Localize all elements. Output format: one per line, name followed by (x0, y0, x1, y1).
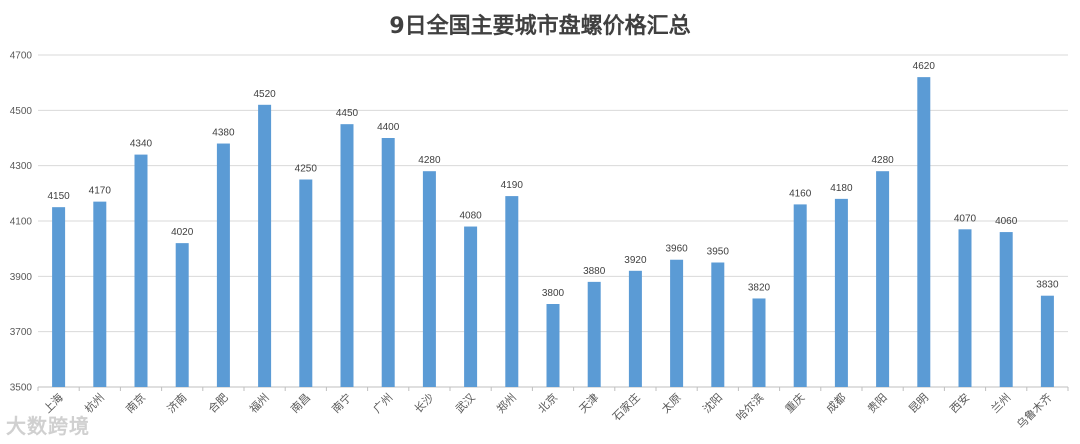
x-tick-label: 石家庄 (609, 390, 642, 423)
x-tick-label: 福州 (246, 390, 271, 415)
y-tick-label: 3900 (10, 272, 33, 283)
bar-15 (670, 259, 684, 387)
bar-21 (917, 77, 931, 387)
bar-7 (340, 124, 354, 388)
bar-6 (299, 179, 313, 387)
x-tick-label: 乌鲁木齐 (1014, 390, 1055, 431)
bar-14 (628, 270, 642, 387)
data-label: 4520 (253, 89, 276, 100)
bar-8 (381, 138, 395, 387)
bar-19 (834, 198, 848, 387)
x-tick-label: 西安 (947, 390, 972, 415)
data-label: 3800 (542, 288, 565, 299)
data-label: 4060 (995, 216, 1018, 227)
x-tick-label: 太原 (659, 391, 684, 416)
data-label: 4620 (913, 61, 936, 72)
data-label: 4020 (171, 227, 194, 238)
data-label: 4250 (295, 164, 318, 175)
data-label: 4280 (418, 155, 441, 166)
x-tick-label: 北京 (535, 390, 560, 415)
data-label: 4380 (212, 128, 235, 139)
y-tick-label: 4700 (10, 51, 33, 62)
x-tick-label: 哈尔滨 (733, 390, 766, 423)
bar-12 (546, 304, 560, 387)
data-label: 3960 (665, 244, 688, 255)
bar-2 (134, 154, 148, 387)
bar-20 (876, 171, 890, 387)
bar-9 (422, 171, 436, 387)
x-tick-label: 成都 (824, 391, 849, 416)
data-label: 4450 (336, 108, 359, 119)
data-label: 4180 (830, 183, 853, 194)
bar-24 (1040, 295, 1054, 387)
bar-4 (216, 143, 230, 387)
bar-3 (175, 243, 189, 387)
x-tick-label: 郑州 (494, 390, 519, 415)
x-tick-label: 重庆 (782, 390, 807, 415)
y-tick-label: 3700 (10, 327, 33, 338)
x-tick-label: 贵阳 (865, 391, 890, 416)
x-tick-label: 南昌 (288, 391, 313, 416)
x-tick-label: 武汉 (453, 391, 478, 416)
data-label: 3920 (624, 255, 647, 266)
x-tick-label: 长沙 (412, 391, 437, 416)
bar-0 (52, 207, 66, 387)
x-tick-label: 广州 (371, 391, 396, 416)
bar-10 (464, 226, 478, 387)
x-tick-label: 天津 (577, 391, 602, 416)
x-tick-label: 兰州 (989, 391, 1014, 416)
bar-22 (958, 229, 972, 387)
data-label: 4070 (954, 213, 977, 224)
x-tick-label: 沈阳 (700, 390, 725, 415)
data-label: 3830 (1036, 280, 1059, 291)
data-label: 4080 (459, 211, 482, 222)
bar-5 (258, 104, 272, 388)
y-tick-label: 4500 (10, 106, 33, 117)
bar-18 (793, 204, 807, 387)
chart-title: 9日全国主要城市盘螺价格汇总 (389, 14, 691, 39)
x-tick-label: 济南 (164, 390, 189, 415)
data-label: 4170 (89, 186, 112, 197)
bar-11 (505, 196, 519, 387)
y-tick-label: 4100 (10, 217, 33, 228)
y-tick-label: 3500 (10, 383, 33, 394)
bar-16 (711, 262, 725, 387)
data-label: 4280 (871, 155, 894, 166)
data-label: 3950 (707, 247, 730, 258)
data-label: 4340 (130, 139, 153, 150)
x-tick-label: 昆明 (906, 391, 931, 416)
x-tick-label: 合肥 (205, 390, 230, 415)
data-label: 4190 (501, 180, 524, 191)
watermark-logo: 大数跨境 (6, 414, 90, 438)
bar-23 (999, 232, 1013, 387)
x-tick-label: 南京 (123, 390, 148, 415)
data-label: 4150 (47, 191, 70, 202)
bar-13 (587, 281, 601, 387)
data-label: 4160 (789, 188, 812, 199)
data-label: 3880 (583, 266, 606, 277)
data-label: 3820 (748, 282, 771, 293)
bar-17 (752, 298, 766, 387)
data-label: 4400 (377, 122, 400, 133)
y-tick-label: 4300 (10, 161, 33, 172)
bar-1 (93, 201, 107, 387)
x-tick-label: 南宁 (329, 390, 354, 415)
